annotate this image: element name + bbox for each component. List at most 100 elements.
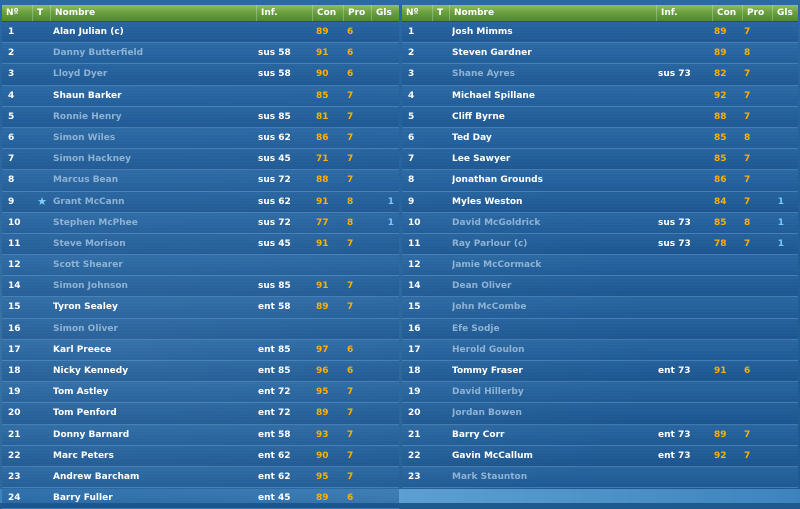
player-name: Andrew Barcham — [53, 471, 140, 482]
player-goals — [374, 297, 394, 317]
player-number: 16 — [8, 323, 21, 334]
player-number: 15 — [8, 302, 21, 313]
player-info: sus 45 — [258, 154, 291, 165]
player-info — [258, 255, 314, 275]
table-row[interactable]: 20 Jordan Bowen — [402, 403, 798, 425]
player-condition: 89 — [316, 27, 329, 37]
table-row[interactable]: 2 Steven Gardner 89 8 — [402, 43, 798, 65]
player-name: Gavin McCallum — [452, 450, 533, 461]
player-info: ent 62 — [258, 450, 291, 461]
player-info — [258, 22, 314, 42]
table-row[interactable]: 8 Jonathan Grounds 86 7 — [402, 170, 798, 192]
header-gls[interactable]: Gls — [371, 5, 399, 21]
table-row[interactable]: 6 Simon Wiles sus 62 86 7 — [2, 127, 399, 150]
table-row[interactable]: 14 Dean Oliver — [402, 276, 798, 298]
header-inf[interactable]: Inf. — [656, 5, 712, 21]
table-row[interactable]: 4 Michael Spillane 92 7 — [402, 85, 798, 107]
player-performance: 7 — [347, 387, 354, 398]
header-pro[interactable]: Pro — [742, 5, 772, 21]
player-name: Josh Mimms — [452, 27, 513, 37]
table-row[interactable]: 1 Josh Mimms 89 7 — [402, 22, 798, 44]
player-goals — [764, 128, 784, 148]
player-goals — [764, 297, 784, 317]
table-row[interactable]: 3 Lloyd Dyer sus 58 90 6 — [2, 64, 399, 86]
table-row[interactable]: 18 Nicky Kennedy ent 85 96 6 — [2, 361, 399, 383]
table-row[interactable]: 20 Tom Penford ent 72 89 7 — [2, 403, 399, 425]
player-number: 7 — [408, 154, 415, 165]
table-row[interactable]: 18 Tommy Fraser ent 73 91 6 — [402, 361, 798, 383]
table-row[interactable]: 7 Simon Hackney sus 45 71 7 — [2, 149, 399, 171]
table-row[interactable]: 14 Simon Johnson sus 85 91 7 — [2, 276, 399, 298]
player-number: 2 — [408, 48, 415, 59]
table-row[interactable]: 23 Mark Staunton — [402, 466, 798, 489]
player-condition: 95 — [316, 387, 329, 398]
table-row[interactable]: 22 Gavin McCallum ent 73 92 7 — [402, 445, 798, 467]
table-row[interactable]: 12 Jamie McCormack — [402, 255, 798, 277]
player-number: 18 — [408, 366, 421, 376]
table-row[interactable]: 15 Tyron Sealey ent 58 89 7 — [2, 297, 399, 319]
header-inf[interactable]: Inf. — [256, 5, 312, 21]
table-row[interactable]: 17 Karl Preece ent 85 97 6 — [2, 339, 399, 361]
table-row[interactable]: 21 Barry Corr ent 73 89 7 — [402, 424, 798, 446]
table-row[interactable]: 6 Ted Day 85 8 — [402, 127, 798, 150]
header-t[interactable]: T — [432, 5, 449, 21]
table-row[interactable]: 12 Scott Shearer — [2, 255, 399, 277]
player-condition: 82 — [714, 69, 727, 80]
player-performance: 7 — [347, 175, 354, 186]
table-body: 1 Alan Julian (c) 89 6 2 Danny Butterfield sus… — [2, 22, 399, 509]
player-number: 19 — [8, 387, 21, 398]
table-row[interactable]: 22 Marc Peters ent 62 90 7 — [2, 445, 399, 467]
player-name: Mark Staunton — [452, 471, 528, 482]
player-number: 18 — [8, 366, 21, 376]
table-row[interactable]: 1 Alan Julian (c) 89 6 — [2, 22, 399, 44]
player-performance: 6 — [347, 493, 354, 504]
table-row[interactable]: 23 Andrew Barcham ent 62 95 7 — [2, 466, 399, 489]
player-condition: 88 — [316, 175, 329, 186]
header-name[interactable]: Nombre — [50, 5, 256, 21]
player-goals — [374, 361, 394, 381]
table-row[interactable]: 16 Efe Sodje — [402, 318, 798, 340]
header-gls[interactable]: Gls — [772, 5, 798, 21]
table-row[interactable]: 11 Steve Morison sus 45 91 7 — [2, 233, 399, 256]
player-number: 9 — [408, 196, 415, 207]
table-row[interactable]: 21 Donny Barnard ent 58 93 7 — [2, 424, 399, 446]
table-row[interactable]: 19 David Hillerby — [402, 382, 798, 404]
table-row[interactable]: 4 Shaun Barker 85 7 — [2, 85, 399, 107]
player-performance — [347, 319, 367, 339]
table-row[interactable]: 2 Danny Butterfield sus 58 91 6 — [2, 43, 399, 65]
header-num[interactable]: Nº — [406, 8, 419, 18]
table-row[interactable]: 15 John McCombe — [402, 297, 798, 319]
player-performance: 8 — [347, 196, 354, 207]
header-num[interactable]: Nº — [6, 8, 19, 18]
table-row[interactable]: 5 Ronnie Henry sus 85 81 7 — [2, 106, 399, 128]
player-performance — [744, 340, 764, 360]
player-performance: 7 — [744, 90, 751, 101]
player-number: 8 — [408, 175, 415, 186]
header-con[interactable]: Con — [712, 5, 742, 21]
player-goals — [374, 149, 394, 169]
player-goals — [374, 446, 394, 466]
table-row[interactable]: 8 Marcus Bean sus 72 88 7 — [2, 170, 399, 192]
table-row[interactable]: 17 Herold Goulon — [402, 339, 798, 361]
table-row[interactable]: 7 Lee Sawyer 85 7 — [402, 149, 798, 171]
table-row[interactable]: 3 Shane Ayres sus 73 82 7 — [402, 64, 798, 86]
table-row[interactable]: 9 Myles Weston 84 7 1 — [402, 191, 798, 213]
player-performance: 6 — [347, 366, 354, 376]
table-row[interactable]: 19 Tom Astley ent 72 95 7 — [2, 382, 399, 404]
table-row[interactable]: 24 Barry Fuller ent 45 89 6 — [2, 488, 399, 509]
player-name: Tommy Fraser — [452, 366, 523, 376]
table-row[interactable]: 10 David McGoldrick sus 73 85 8 1 — [402, 212, 798, 234]
table-row[interactable]: 16 Simon Oliver — [2, 318, 399, 340]
header-con[interactable]: Con — [312, 5, 343, 21]
header-pro[interactable]: Pro — [343, 5, 371, 21]
header-t[interactable]: T — [32, 5, 50, 21]
player-name: David Hillerby — [452, 387, 524, 398]
table-row[interactable]: 9 ★ Grant McCann sus 62 91 8 1 — [2, 191, 399, 213]
player-info: sus 72 — [258, 175, 291, 186]
table-row[interactable]: 11 Ray Parlour (c) sus 73 78 7 1 — [402, 233, 798, 256]
player-performance — [744, 297, 764, 317]
table-row[interactable]: 10 Stephen McPhee sus 72 77 8 1 — [2, 212, 399, 234]
header-name[interactable]: Nombre — [449, 5, 656, 21]
player-goals: 1 — [387, 196, 394, 207]
table-row[interactable]: 5 Cliff Byrne 88 7 — [402, 106, 798, 128]
